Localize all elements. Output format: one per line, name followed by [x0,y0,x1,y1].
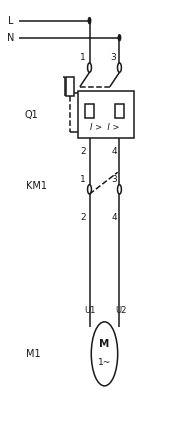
Text: I >  I >: I > I > [90,123,119,132]
Text: 4: 4 [112,213,117,222]
Circle shape [118,35,121,41]
Text: 2: 2 [80,147,86,156]
Bar [66,77,74,96]
Text: KM1: KM1 [26,181,47,191]
Text: 3: 3 [110,53,116,62]
Text: M1: M1 [26,349,40,359]
Text: N: N [7,33,15,43]
Bar [78,91,134,138]
Text: Q1: Q1 [25,110,38,120]
Circle shape [88,18,91,24]
Bar [115,104,124,118]
Text: L: L [8,15,14,26]
Bar [85,104,94,118]
Text: U1: U1 [84,307,95,315]
Text: 1~: 1~ [98,358,111,367]
Text: 4: 4 [112,147,117,156]
Text: 2: 2 [80,213,86,222]
Text: M: M [99,339,110,350]
Text: 1: 1 [80,53,85,62]
Text: 1: 1 [80,175,86,184]
Text: U2: U2 [115,307,127,315]
Text: 3: 3 [111,175,117,184]
